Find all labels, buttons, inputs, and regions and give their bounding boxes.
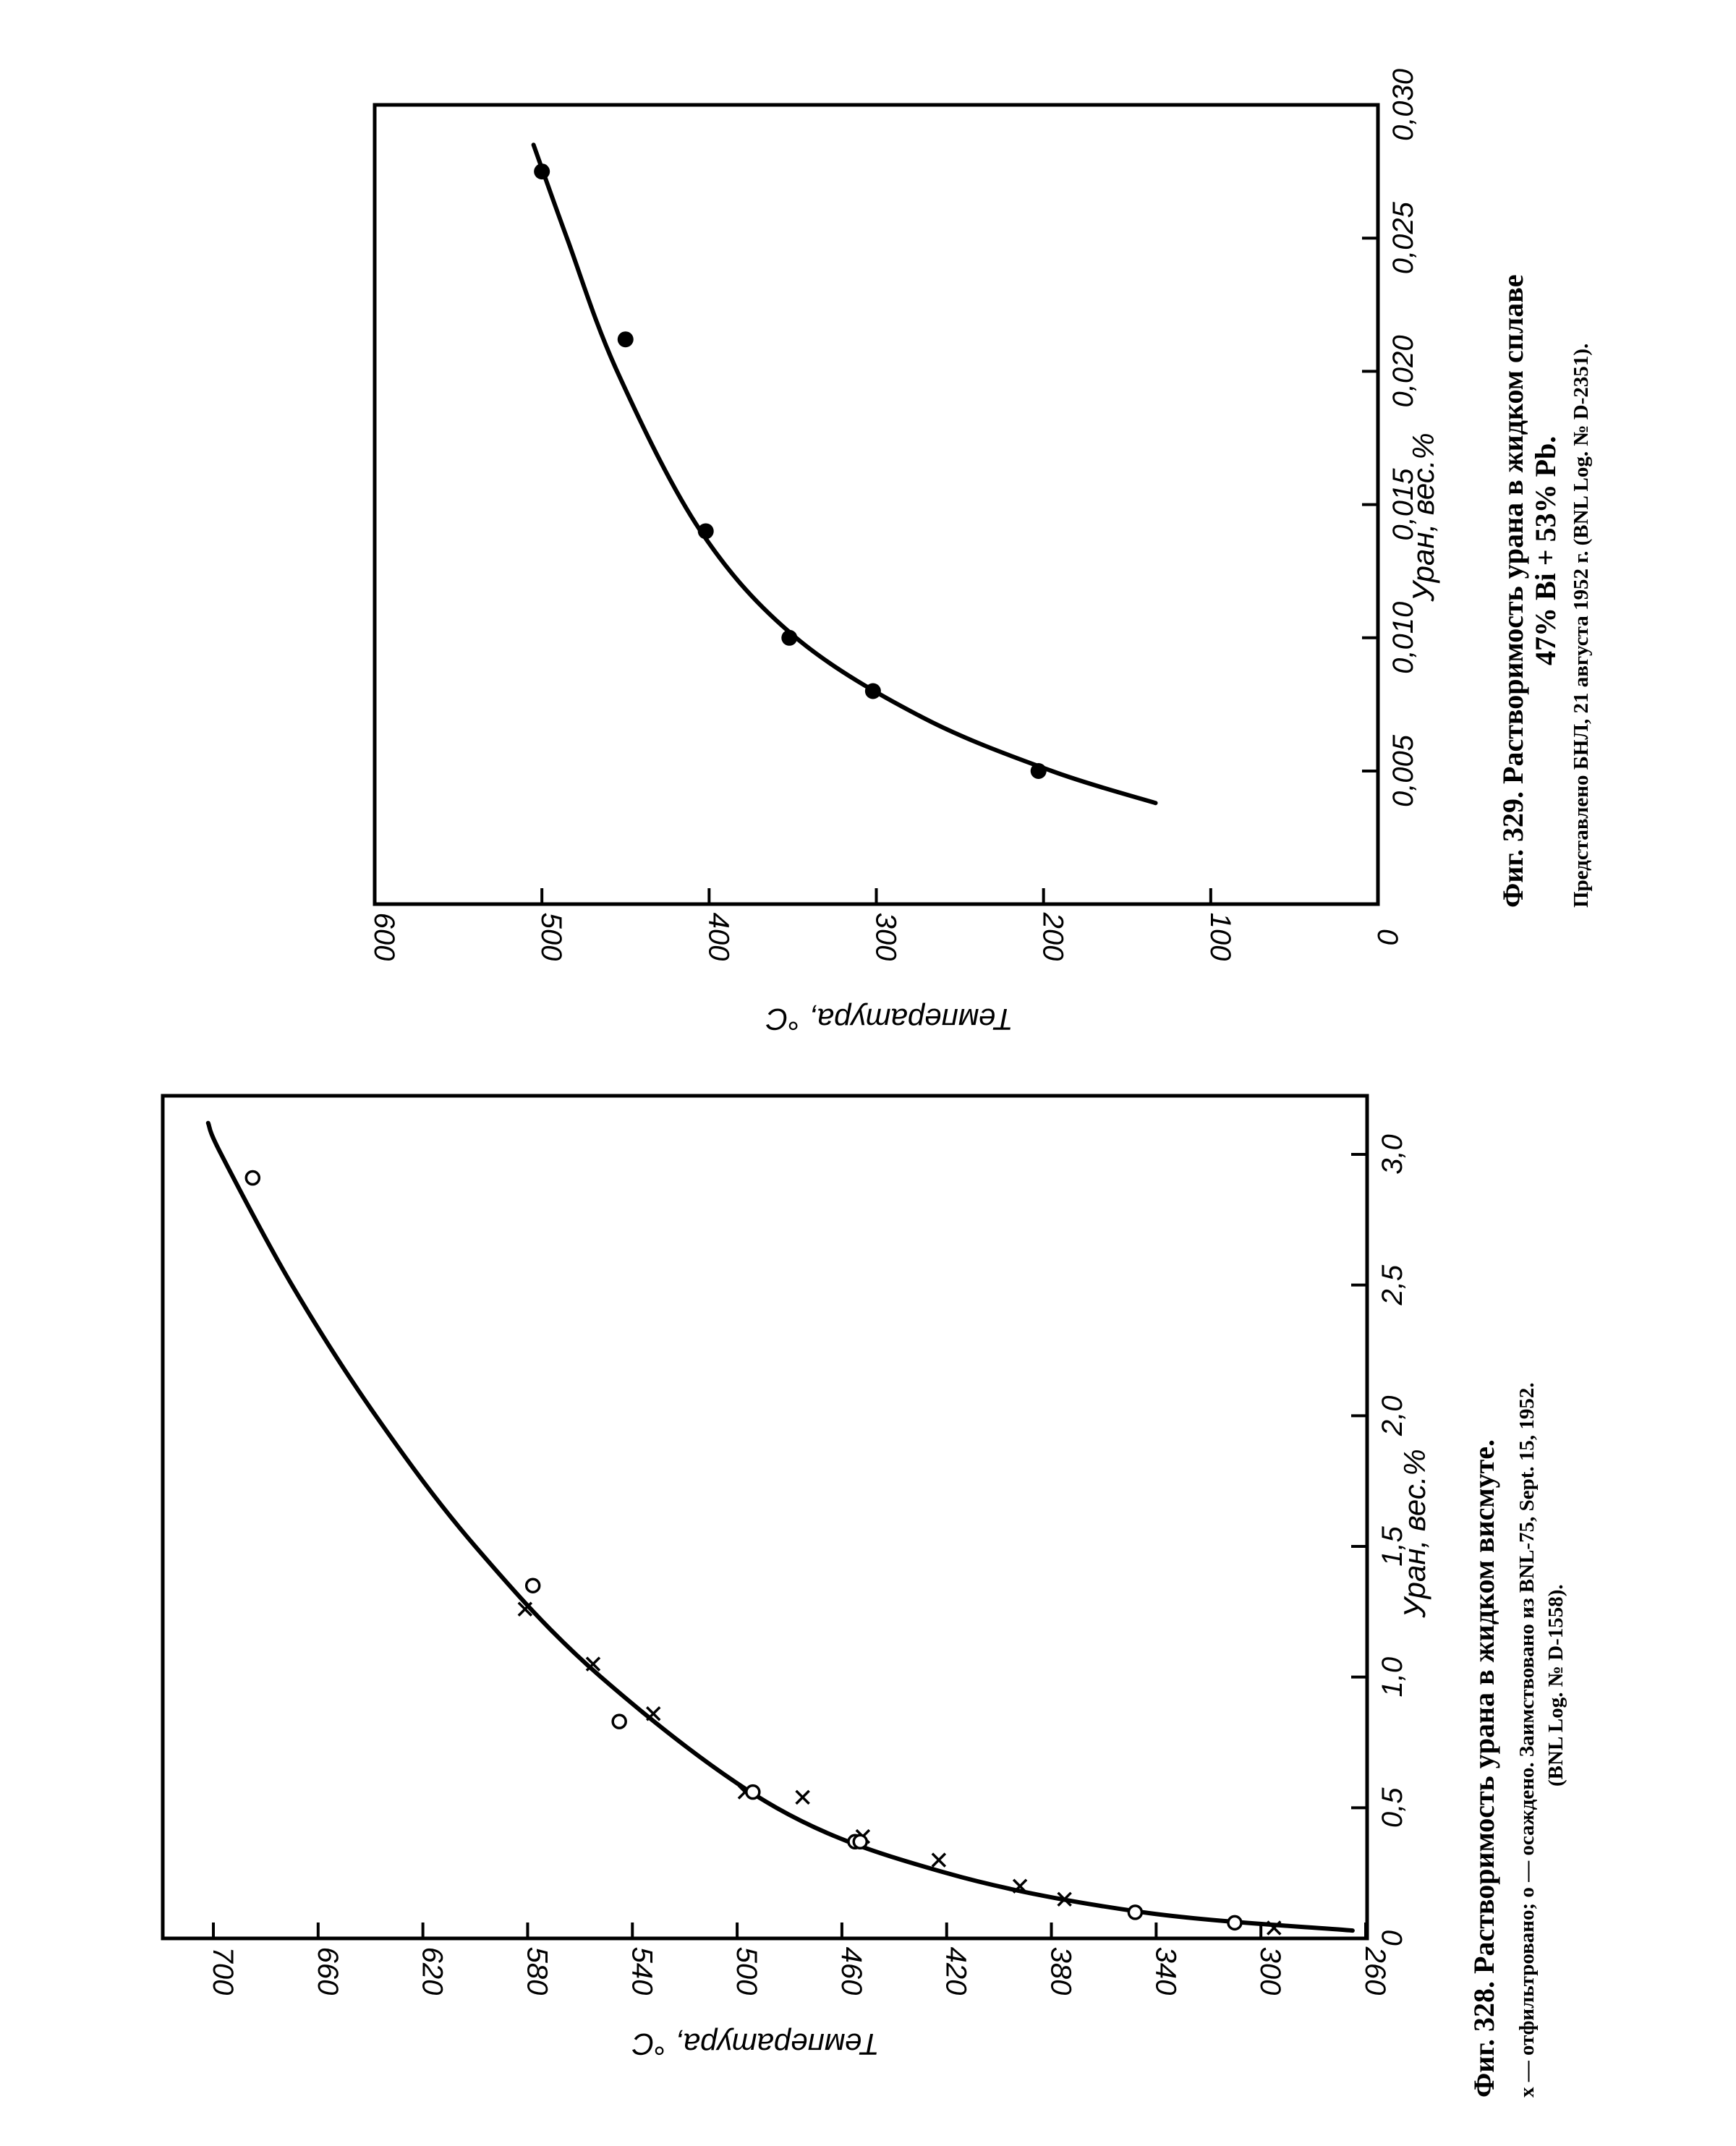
x-tick-label: 0	[1377, 1930, 1408, 1946]
y-tick-label: 0	[1371, 929, 1403, 945]
tick-labels-328: 0 0,5 1,0 1,5 2,0 2,5 3,0 260 300 340 380 420 460 500…	[207, 1134, 1408, 1995]
data-point-filtered	[585, 1656, 601, 1672]
x-tick-label: 0,010	[1387, 602, 1419, 674]
data-point	[617, 331, 634, 348]
figure-329: 0,005 0,010 0,015 0,020 0,025 0,030 0 100 200 300…	[368, 69, 1593, 1036]
data-point-filtered	[645, 1706, 661, 1721]
y-tick-label: 500	[535, 913, 567, 961]
data-point	[1030, 763, 1047, 779]
data-point-precipitated	[745, 1784, 761, 1800]
x-tick-label: 1,5	[1377, 1525, 1408, 1566]
x-tick-label: 2,0	[1377, 1396, 1408, 1437]
data-point-precipitated	[1127, 1904, 1144, 1920]
data-point	[534, 163, 550, 180]
y-tick-label: 380	[1045, 1947, 1077, 1996]
solubility-curve-328	[205, 1120, 1355, 1933]
data-point	[781, 629, 798, 646]
x-tick-label: 0,030	[1387, 69, 1419, 141]
data-point-filtered	[1267, 1920, 1282, 1936]
y-tick-label: 600	[368, 913, 400, 961]
x-tick-label: 2,5	[1377, 1264, 1408, 1306]
y-tick-label: 100	[1204, 913, 1236, 961]
data-points-329	[534, 163, 1047, 779]
data-point-filtered	[795, 1789, 810, 1805]
y-tick-label: 500	[731, 1947, 762, 1996]
solubility-curve-329	[531, 142, 1158, 806]
caption-329-title-line2: 47% Bi + 53% Pb.	[1529, 436, 1562, 665]
y-tick-label: 400	[702, 913, 734, 961]
data-point-precipitated	[852, 1834, 869, 1850]
x-tick-label: 0,005	[1387, 734, 1419, 807]
tick-marks-329	[373, 103, 1379, 904]
data-point-precipitated	[524, 1577, 541, 1593]
y-tick-label: 620	[417, 1947, 448, 1996]
data-point-filtered	[931, 1852, 947, 1868]
data-point-filtered	[1057, 1891, 1072, 1907]
x-tick-label: 0,5	[1377, 1787, 1408, 1828]
y-axis-title-328: Температура, °С	[632, 2027, 880, 2061]
y-tick-label: 540	[626, 1947, 658, 1996]
data-points-328	[244, 1170, 1282, 1936]
x-tick-label: 0,020	[1387, 335, 1419, 407]
x-tick-label: 3,0	[1377, 1134, 1408, 1175]
y-axis-title-329: Температура, °С	[766, 1002, 1013, 1036]
data-point-filtered	[1012, 1878, 1028, 1894]
y-tick-label: 340	[1149, 1947, 1181, 1996]
caption-328-title: Фиг. 328. Растворимость урана в жидком в…	[1468, 1439, 1500, 2098]
y-tick-label: 580	[521, 1947, 553, 1996]
x-axis-title-329: Уран, вес.%	[1406, 433, 1440, 602]
data-point-filtered	[517, 1601, 533, 1617]
y-tick-label: 660	[312, 1947, 344, 1996]
data-point	[864, 683, 881, 699]
plot-frame-329	[373, 103, 1380, 906]
data-point	[697, 523, 714, 540]
x-tick-label: 0,015	[1387, 468, 1419, 541]
y-tick-label: 420	[940, 1947, 972, 1996]
y-tick-label: 460	[835, 1947, 867, 1996]
data-point-precipitated	[611, 1713, 627, 1729]
caption-329: Фиг. 329. Растворимость урана в жидком с…	[1497, 274, 1593, 908]
x-tick-label: 0,025	[1387, 201, 1419, 274]
plot-frame-328	[161, 1094, 1369, 1941]
caption-329-title-line1: Фиг. 329. Растворимость урана в жидком с…	[1497, 274, 1529, 908]
x-tick-label: 1,0	[1377, 1657, 1408, 1698]
data-point-precipitated	[1227, 1915, 1243, 1931]
y-tick-label: 300	[870, 913, 902, 961]
data-point-precipitated	[244, 1170, 261, 1186]
figure-328: 0 0,5 1,0 1,5 2,0 2,5 3,0 260 300 340 380 420 460 500…	[161, 1094, 1567, 2098]
caption-328-note: x — отфильтровано; о — осаждено. Заимств…	[1515, 1382, 1539, 2098]
y-tick-label: 700	[207, 1947, 239, 1996]
caption-329-source: Представлено БНЛ, 21 августа 1952 г. (BN…	[1570, 344, 1593, 908]
y-tick-label: 260	[1359, 1946, 1391, 1996]
caption-328-source: (BNL Log. № D-1558).	[1544, 1584, 1567, 1787]
y-tick-label: 200	[1037, 912, 1069, 961]
x-axis-title-328: Уран, вес.%	[1397, 1449, 1431, 1618]
y-tick-label: 300	[1254, 1947, 1286, 1996]
caption-328: Фиг. 328. Растворимость урана в жидком в…	[1468, 1382, 1567, 2098]
tick-marks-328	[212, 1153, 1367, 1940]
tick-labels-329: 0,005 0,010 0,015 0,020 0,025 0,030 0 100 200 300…	[368, 69, 1419, 961]
